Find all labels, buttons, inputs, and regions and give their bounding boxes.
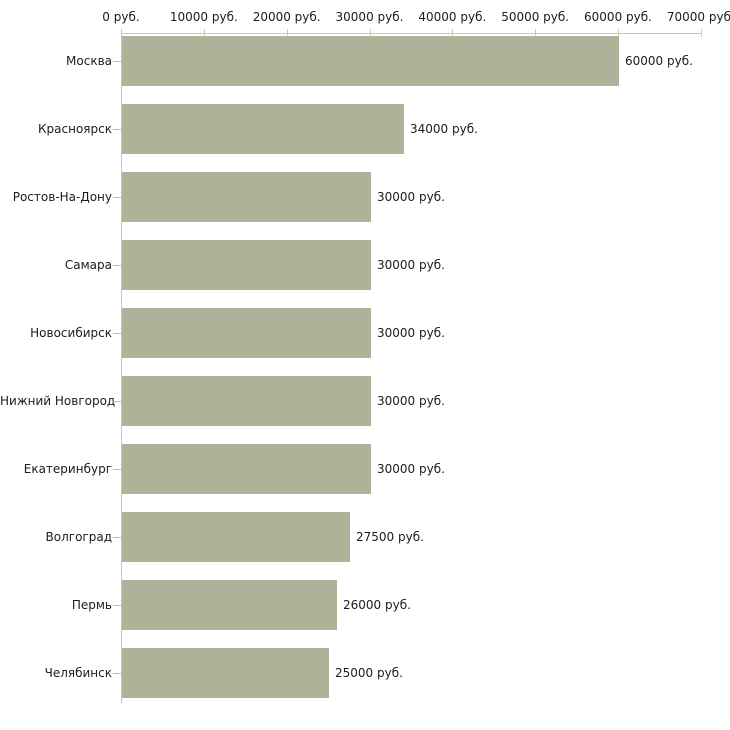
category-label: Екатеринбург [23,462,112,476]
bar-value-label: 30000 руб. [377,326,445,340]
category-tick-mark [113,333,121,334]
category-label: Москва [66,54,112,68]
bar-value-label: 26000 руб. [343,598,411,612]
category-label: Челябинск [44,666,112,680]
x-axis-tick-label: 10000 руб. [169,10,238,24]
category-label: Красноярск [38,122,112,136]
category-tick-mark [113,537,121,538]
bar-value-label: 30000 руб. [377,258,445,272]
x-axis-tick-mark [701,29,702,37]
x-axis-tick-label: 50000 руб. [501,10,570,24]
bar-value-label: 30000 руб. [377,394,445,408]
bar [122,36,619,86]
x-axis-tick-label: 60000 руб. [584,10,652,24]
bar [122,444,371,494]
bar [122,172,371,222]
category-tick-mark [113,401,121,402]
bar [122,580,337,630]
category-tick-mark [113,197,121,198]
category-label: Пермь [71,598,112,612]
x-axis-tick-label: 30000 руб. [335,10,404,24]
bar [122,376,371,426]
bar-value-label: 30000 руб. [377,190,445,204]
category-label: Самара [64,258,112,272]
x-axis-tick-label: 20000 руб. [252,10,321,24]
category-label: Новосибирск [30,326,112,340]
x-axis-tick-label: 0 руб. [102,10,140,24]
category-tick-mark [113,673,121,674]
category-tick-mark [113,605,121,606]
bar-value-label: 25000 руб. [335,666,403,680]
bar [122,240,371,290]
category-tick-mark [113,469,121,470]
category-label: Волгоград [45,530,112,544]
x-axis-line [121,33,701,34]
bar-value-label: 34000 руб. [410,122,478,136]
x-axis-tick-label: 70000 руб. [666,10,730,24]
bar-value-label: 60000 руб. [625,54,693,68]
bar-value-label: 27500 руб. [356,530,424,544]
bar [122,104,404,154]
category-tick-mark [113,265,121,266]
category-tick-mark [113,61,121,62]
category-label: Нижний Новгород [0,394,116,408]
bar [122,308,371,358]
x-axis-tick-label: 40000 руб. [418,10,487,24]
category-tick-mark [113,129,121,130]
bar-value-label: 30000 руб. [377,462,445,476]
category-label: Ростов-На-Дону [12,190,112,204]
y-axis-line [121,33,122,703]
bar [122,512,350,562]
bar [122,648,329,698]
